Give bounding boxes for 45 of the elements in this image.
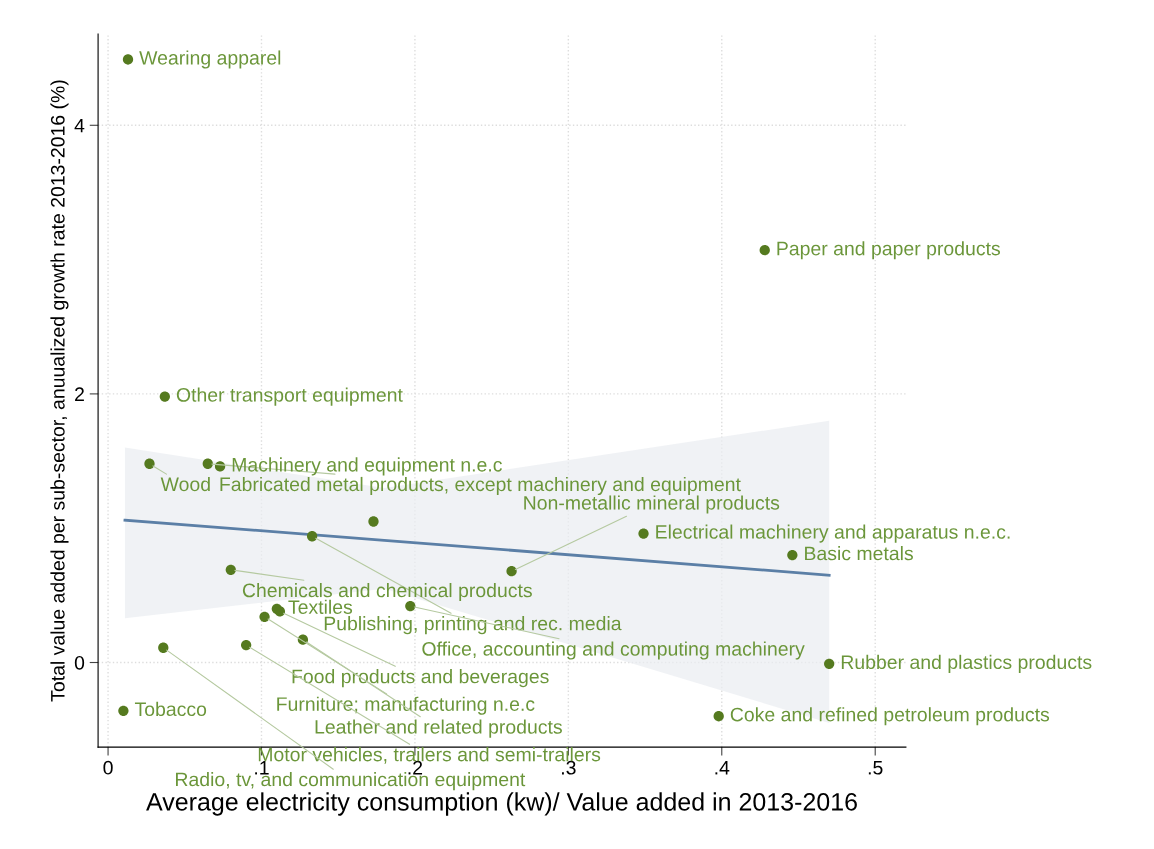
x-axis-title: Average electricity consumption (kw)/ Value added in 2013-2016 [146, 792, 857, 816]
point [368, 516, 379, 527]
annotation: Rubber and plastics products [841, 654, 1092, 673]
annotation: Wearing apparel [139, 50, 281, 69]
y-tick-label: 0 [74, 655, 85, 670]
point [306, 531, 318, 542]
point [713, 711, 724, 722]
point [241, 639, 252, 651]
point [638, 528, 649, 539]
point [259, 611, 270, 622]
annotation: Office, accounting and computing machinery [422, 641, 805, 660]
x-tick-label: .3 [562, 760, 576, 775]
point [144, 458, 155, 469]
x-tick-label: 0 [103, 760, 113, 775]
annotation: Other transport equipment [176, 387, 403, 406]
annotation: Food products and beverages [292, 669, 549, 688]
annotation: Non-metallic mineral products [524, 495, 780, 514]
annotation: Coke and refined petroleum products [730, 707, 1050, 726]
point [225, 564, 236, 575]
annotation: Machinery and equipment n.e.c [232, 457, 502, 476]
point [405, 600, 416, 612]
point [158, 642, 169, 653]
x-tick-label: .5 [868, 761, 883, 775]
annotation: Leather and related products [315, 719, 562, 738]
point [118, 705, 129, 717]
annotation: Publishing, printing and rec. media [324, 616, 622, 635]
y-axis-title: Total value added per sub-sector, anuualized growth rate 2013-2016 (%) [50, 80, 69, 702]
annotation: Wood [160, 476, 210, 492]
y-tick-label: 4 [74, 118, 85, 133]
annotation: Furniture; manufacturing n.e.c [277, 696, 535, 715]
point [274, 606, 286, 617]
point [122, 54, 134, 65]
point [787, 549, 798, 561]
point [759, 245, 770, 256]
point [824, 658, 835, 669]
annotation: Basic metals [805, 546, 913, 561]
annotation: Fabricated metal products, except machinery and equipment [220, 476, 741, 496]
point [159, 391, 170, 402]
annotation: Tobacco [134, 701, 207, 717]
annotation: Electrical machinery and apparatus n.e.c. [656, 524, 1010, 543]
y-tick-label: 2 [75, 387, 84, 401]
x-tick-label: .4 [715, 761, 730, 775]
annotation: Paper and paper products [777, 241, 1000, 260]
point [506, 566, 517, 577]
point [202, 458, 213, 469]
